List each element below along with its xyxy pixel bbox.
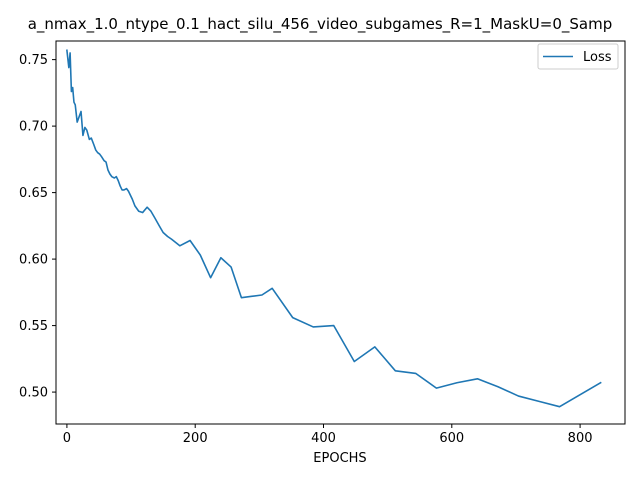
series-line-loss: [66, 49, 602, 408]
x-tick-label: 400: [311, 431, 336, 446]
x-axis-label: EPOCHS: [313, 451, 366, 466]
y-tick-label: 0.75: [19, 53, 48, 68]
plot-area: 0 200 400 600 800 0.50 0.55 0.60 0.65 0.70 0.75 Los…: [19, 40, 626, 446]
y-tick-label: 0.65: [19, 186, 48, 201]
chart-title: a_nmax_1.0_ntype_0.1_hact_silu_456_video…: [28, 15, 613, 34]
y-tick-label: 0.50: [19, 386, 48, 401]
axes-frame: [55, 40, 626, 425]
legend-box: [537, 43, 619, 70]
legend: Loss: [537, 43, 619, 70]
x-tick-label: 800: [568, 431, 593, 446]
x-tick-label: 600: [439, 431, 464, 446]
y-tick-label: 0.70: [19, 120, 48, 135]
legend-label: Loss: [583, 50, 612, 65]
x-tick-label: 0: [63, 431, 71, 446]
y-tick-label: 0.55: [19, 319, 48, 334]
x-tick-label: 200: [183, 431, 208, 446]
y-tick-label: 0.60: [19, 253, 48, 268]
